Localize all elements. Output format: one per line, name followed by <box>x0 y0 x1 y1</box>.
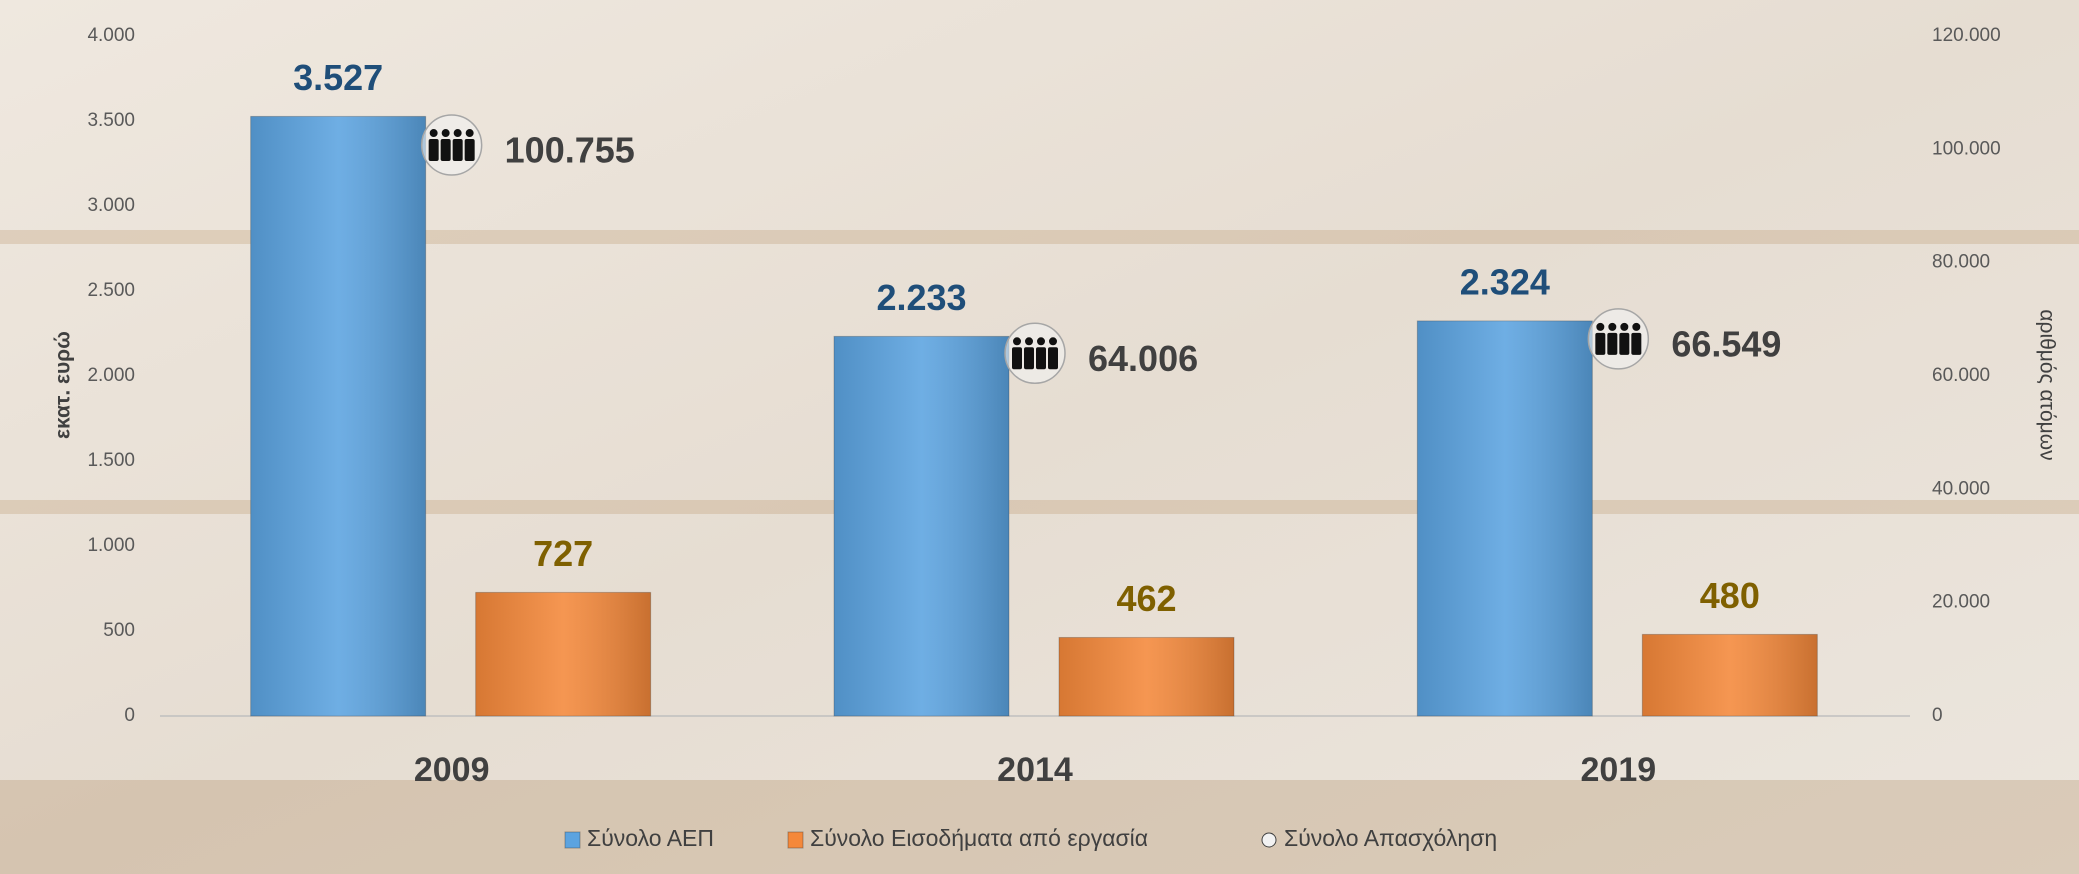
y-tick-label: 3.000 <box>87 195 135 216</box>
person-body <box>452 139 463 162</box>
y2-tick-label: 120.000 <box>1932 25 2001 46</box>
bar-value-label: 480 <box>1700 575 1760 616</box>
person-head <box>429 129 438 138</box>
bar-shine <box>834 336 1009 716</box>
employment-value-label: 64.006 <box>1088 338 1198 379</box>
bar-shine <box>1059 637 1234 716</box>
y-tick-label: 1.000 <box>87 535 135 556</box>
y-tick-label: 4.000 <box>87 25 135 46</box>
person-head <box>1596 322 1605 331</box>
y-tick-label: 1.500 <box>87 450 135 471</box>
bar-value-label: 3.527 <box>293 57 383 98</box>
y2-tick-label: 80.000 <box>1932 252 1990 273</box>
bar-shine <box>475 592 651 716</box>
y2-tick-label: 0 <box>1932 705 1943 726</box>
legend-marker <box>787 831 804 849</box>
y2-axis-title: αριθμός ατόμων <box>2035 309 2058 460</box>
y2-tick-label: 20.000 <box>1932 592 1990 613</box>
person-head <box>1608 322 1617 331</box>
legend-marker <box>564 831 581 849</box>
person-body <box>1036 347 1046 370</box>
bar-shine <box>250 116 426 716</box>
person-body <box>1012 347 1022 370</box>
y2-tick-label: 40.000 <box>1932 478 1990 499</box>
y2-tick-label: 100.000 <box>1932 138 2001 159</box>
bar-value-label: 462 <box>1116 578 1176 619</box>
person-head <box>453 129 462 138</box>
bar-value-label: 2.324 <box>1460 261 1550 302</box>
person-head <box>465 129 474 138</box>
person-head <box>1632 322 1641 331</box>
person-head <box>441 129 450 138</box>
person-head <box>1620 322 1629 331</box>
bar-shine <box>1417 320 1593 716</box>
person-body <box>1595 332 1606 355</box>
bar-value-label: 2.233 <box>876 277 966 318</box>
legend-label: Σύνολο Εισοδήματα από εργασία <box>810 825 1148 851</box>
person-head <box>1049 337 1057 346</box>
employment-marker <box>420 114 483 176</box>
employment-marker <box>1004 322 1066 385</box>
employment-marker <box>1587 308 1650 370</box>
legend-label: Σύνολο Απασχόληση <box>1284 825 1497 851</box>
employment-value-label: 66.549 <box>1671 323 1781 364</box>
person-body <box>1607 332 1618 355</box>
employment-value-label: 100.755 <box>505 130 635 171</box>
x-tick-label: 2019 <box>1581 751 1657 789</box>
person-head <box>1013 337 1021 346</box>
y-axis-title: εκατ. ευρώ <box>52 331 75 439</box>
person-body <box>1619 332 1630 355</box>
x-tick-label: 2014 <box>997 751 1073 789</box>
person-body <box>464 139 475 162</box>
bar-value-label: 727 <box>533 533 593 574</box>
y-tick-label: 500 <box>103 620 135 641</box>
y2-tick-label: 60.000 <box>1932 365 1990 386</box>
legend-marker <box>1261 832 1277 848</box>
y-tick-label: 2.000 <box>87 365 135 386</box>
y-tick-label: 3.500 <box>87 110 135 131</box>
person-head <box>1025 337 1033 346</box>
y-tick-label: 2.500 <box>87 280 135 301</box>
y-tick-label: 0 <box>124 705 135 726</box>
x-tick-label: 2009 <box>414 751 490 789</box>
person-head <box>1037 337 1045 346</box>
person-body <box>1631 332 1642 355</box>
person-body <box>440 139 451 162</box>
person-body <box>1048 347 1058 370</box>
person-body <box>1024 347 1034 370</box>
legend-label: Σύνολο ΑΕΠ <box>587 825 714 851</box>
bar-shine <box>1642 634 1818 716</box>
person-body <box>428 139 439 162</box>
